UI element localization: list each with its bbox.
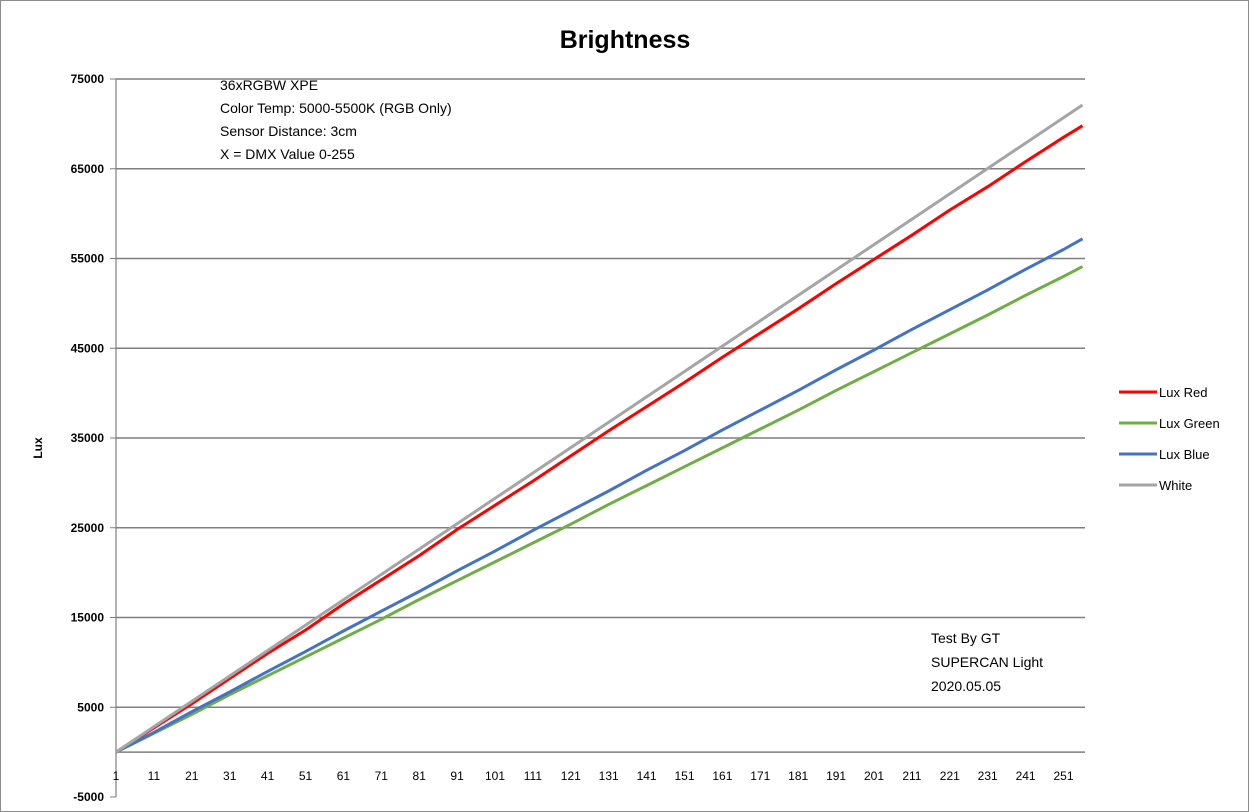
x-tick-label: 121	[561, 769, 581, 783]
y-axis: -5000 5000 15000 25000 35000 45000 55000 65000 7…	[71, 72, 117, 804]
credit-line-1: Test By GT	[931, 630, 1001, 646]
x-tick-label: 21	[185, 769, 199, 783]
x-tick-label: 151	[674, 769, 694, 783]
x-tick-label: 71	[375, 769, 389, 783]
x-tick-label: 51	[299, 769, 313, 783]
spec-line-3: Sensor Distance: 3cm	[220, 123, 357, 139]
x-tick-label: 81	[413, 769, 427, 783]
x-tick-label: 181	[788, 769, 808, 783]
x-tick-label: 91	[450, 769, 464, 783]
legend-label-lux-green: Lux Green	[1159, 416, 1220, 431]
credit-line-3: 2020.05.05	[931, 678, 1001, 694]
legend-label-lux-blue: Lux Blue	[1159, 447, 1210, 462]
x-tick-label: 221	[940, 769, 960, 783]
y-tick-label: -5000	[73, 790, 104, 804]
x-tick-label: 231	[978, 769, 998, 783]
x-tick-label: 111	[524, 769, 543, 783]
series-line-lux-blue	[115, 237, 1084, 754]
x-tick-label: 141	[637, 769, 657, 783]
x-tick-label: 161	[712, 769, 732, 783]
x-tick-label: 11	[148, 769, 161, 783]
y-tick-label: 15000	[71, 611, 105, 625]
y-axis-label: Lux	[31, 437, 45, 459]
specs-annotation: 36xRGBW XPE Color Temp: 5000-5500K (RGB …	[220, 77, 452, 162]
series-line-white	[115, 103, 1084, 754]
series-line-lux-green	[115, 265, 1084, 754]
x-tick-label: 241	[1016, 769, 1036, 783]
chart-title: Brightness	[560, 26, 691, 54]
y-tick-label: 55000	[71, 252, 105, 266]
y-tick-label: 45000	[71, 341, 105, 355]
spec-line-2: Color Temp: 5000-5500K (RGB Only)	[220, 100, 452, 116]
x-tick-label: 101	[485, 769, 505, 783]
credit-annotation: Test By GT SUPERCAN Light 2020.05.05	[931, 630, 1043, 694]
x-axis: 1 11 21 31 41 51 61 71 81 91 101 111 121 131 141 151 161…	[113, 751, 1085, 783]
x-tick-label: 251	[1053, 769, 1073, 783]
x-tick-label: 201	[864, 769, 884, 783]
legend: Lux Red Lux Green Lux Blue White	[1119, 385, 1220, 493]
x-tick-label: 41	[261, 769, 275, 783]
y-tick-label: 25000	[71, 521, 105, 535]
x-tick-label: 61	[337, 769, 351, 783]
x-tick-label: 131	[599, 769, 619, 783]
y-tick-label: 35000	[71, 431, 105, 445]
legend-label-white: White	[1159, 478, 1192, 493]
y-tick-label: 75000	[71, 72, 105, 86]
y-tick-label: 5000	[77, 700, 104, 714]
credit-line-2: SUPERCAN Light	[931, 654, 1043, 670]
x-tick-label: 191	[826, 769, 846, 783]
series-line-lux-red	[115, 124, 1084, 754]
legend-label-lux-red: Lux Red	[1159, 385, 1207, 400]
y-tick-label: 65000	[71, 162, 105, 176]
x-tick-label: 1	[113, 769, 120, 783]
x-tick-label: 211	[902, 769, 921, 783]
x-tick-label: 31	[223, 769, 237, 783]
spec-line-4: X = DMX Value 0-255	[220, 146, 355, 162]
x-tick-label: 171	[750, 769, 770, 783]
spec-line-1: 36xRGBW XPE	[220, 77, 318, 93]
series-lines	[115, 103, 1084, 754]
gridlines	[116, 78, 1085, 708]
